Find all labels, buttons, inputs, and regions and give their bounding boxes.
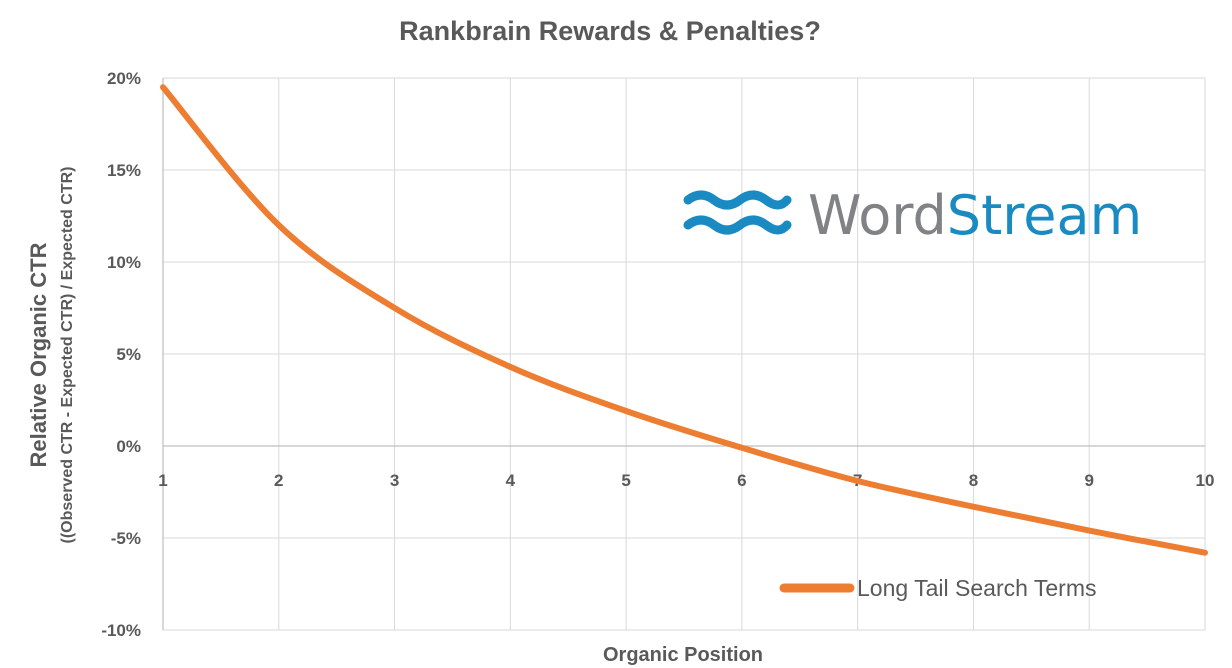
- legend-label: Long Tail Search Terms: [857, 575, 1097, 601]
- grid: [162, 77, 1206, 631]
- axes: [162, 78, 1205, 630]
- y-tick-label: 0%: [116, 437, 141, 456]
- y-axis-label: Relative Organic CTR: [26, 242, 51, 467]
- x-tick-label: 5: [621, 471, 630, 490]
- legend: Long Tail Search Terms: [779, 575, 1097, 601]
- y-tick-label: 5%: [116, 345, 141, 364]
- x-tick-labels: 1 2 3 4 5 6 7 8 9 10: [158, 471, 1214, 490]
- y-tick-label: 20%: [107, 69, 141, 88]
- wave-icon: [683, 190, 792, 235]
- y-tick-label: -5%: [111, 529, 141, 548]
- logo-text: WordStream: [808, 184, 1142, 247]
- x-tick-label: 2: [274, 471, 283, 490]
- x-tick-label: 4: [506, 471, 516, 490]
- x-axis-label: Organic Position: [603, 644, 763, 666]
- chart-title: Rankbrain Rewards & Penalties?: [399, 16, 821, 46]
- y-tick-label: 15%: [107, 161, 141, 180]
- x-tick-label: 3: [390, 471, 399, 490]
- x-tick-label: 9: [1084, 471, 1093, 490]
- series-line: [160, 84, 1208, 556]
- y-tick-labels: 20% 15% 10% 5% 0% -5% -10%: [101, 69, 141, 640]
- y-axis-sublabel: ((Observed CTR - Expected CTR) / Expecte…: [59, 167, 76, 544]
- series-layer: [160, 84, 1208, 556]
- x-tick-label: 8: [969, 471, 978, 490]
- x-tick-label: 6: [737, 471, 746, 490]
- logo-stream: Stream: [947, 184, 1142, 247]
- x-tick-label: 10: [1196, 471, 1215, 490]
- logo-word: Word: [808, 184, 947, 247]
- y-tick-label: 10%: [107, 253, 141, 272]
- x-tick-label: 1: [158, 471, 167, 490]
- wordstream-logo: WordStream: [683, 184, 1142, 247]
- y-tick-label: -10%: [101, 621, 141, 640]
